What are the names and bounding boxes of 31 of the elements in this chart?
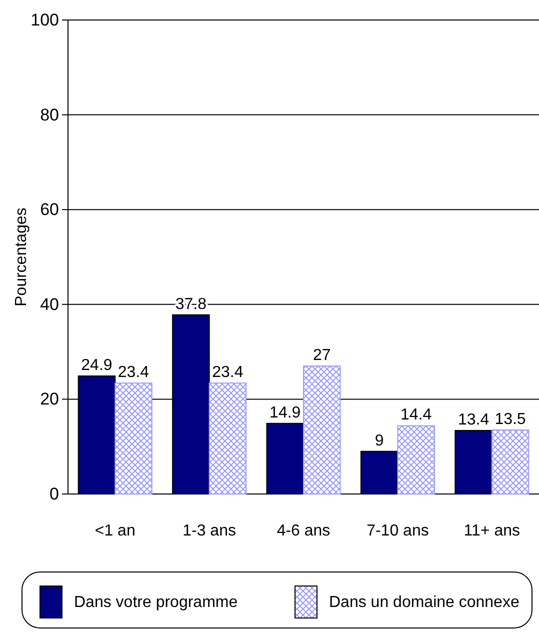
- legend-label: Dans votre programme: [74, 594, 238, 611]
- x-tick-label: 11+ ans: [464, 522, 520, 540]
- bar: [454, 430, 492, 494]
- y-axis-title: Pourcentages: [13, 208, 30, 306]
- data-label: 14.4: [400, 406, 432, 424]
- y-tick-label: 80: [40, 105, 59, 124]
- bar: [491, 430, 530, 494]
- legend-label: Dans un domaine connexe: [329, 594, 520, 611]
- y-tick-label: 40: [40, 294, 59, 314]
- data-label: 9: [374, 432, 384, 450]
- data-label: 13.5: [494, 411, 526, 428]
- data-label: 13.4: [458, 411, 490, 428]
- y-tick-label: 60: [40, 200, 59, 220]
- y-tick-label: 100: [30, 10, 59, 30]
- bar: [303, 366, 341, 494]
- x-tick-label: <1 an: [94, 522, 136, 540]
- bar: [114, 382, 152, 494]
- bar: [397, 425, 435, 494]
- bar: [360, 450, 398, 494]
- y-tick-label: 20: [40, 390, 59, 409]
- x-tick-label: 1-3 ans: [182, 522, 236, 540]
- x-tick-label: 4-6 ans: [276, 522, 330, 540]
- data-label: 14.9: [270, 404, 301, 422]
- bar: [208, 382, 247, 494]
- data-label: 27: [312, 347, 331, 364]
- data-label: 24.9: [81, 356, 112, 374]
- data-label: 23.4: [118, 364, 150, 382]
- bar: [266, 422, 304, 494]
- x-tick-label: 7-10 ans: [366, 522, 429, 540]
- data-label: 23.4: [212, 364, 244, 382]
- y-tick-label: 0: [50, 484, 59, 504]
